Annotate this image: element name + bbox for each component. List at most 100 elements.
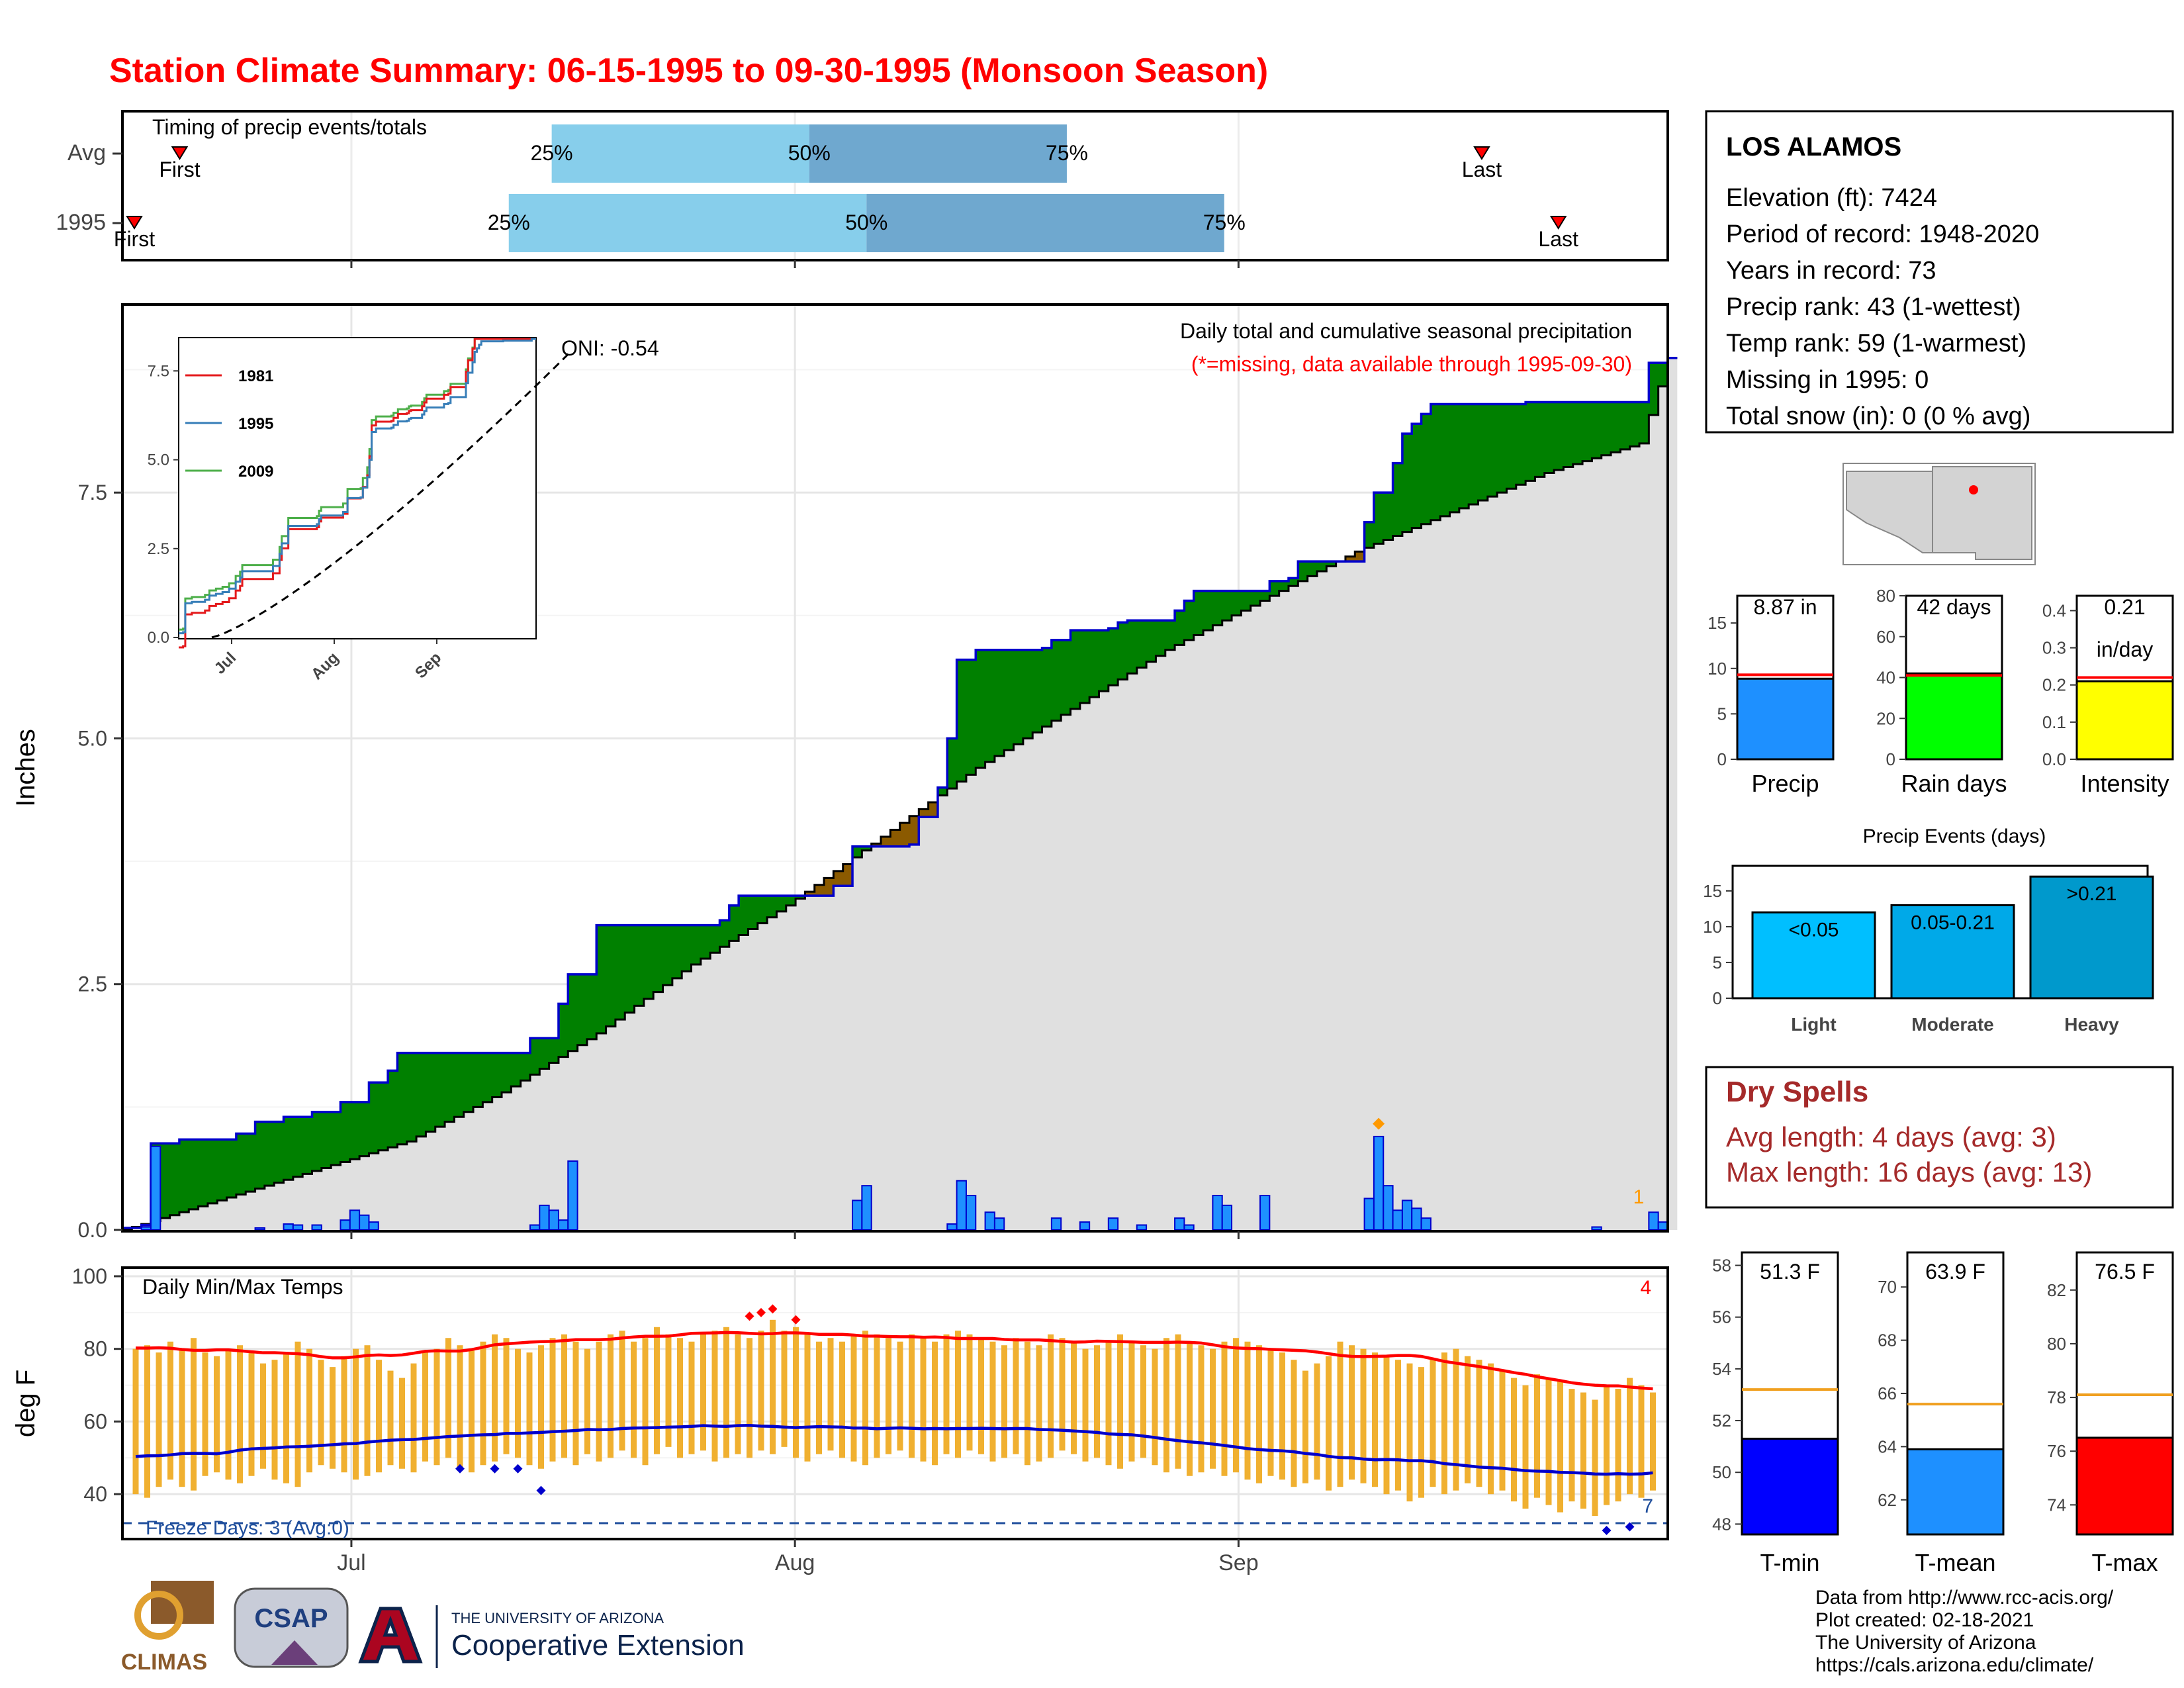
precip-above-avg-fill [1032,649,1043,733]
precip-below-avg-fill [909,816,919,845]
precip-above-avg-fill [406,1053,417,1142]
mini-bar-tick-label: 20 [1876,708,1895,728]
csap-logo-text: CSAP [254,1604,328,1633]
precip-above-avg-fill [1118,622,1128,680]
temp-range-bar [1569,1389,1575,1502]
temp-panel: 40 60 80 100 Jul Aug Sep Daily Min/Max Temps 4… [11,1264,1669,1575]
location-map [1843,463,2036,565]
daily-precip-bar [1392,1209,1403,1231]
temp-range-bar [1221,1341,1228,1476]
precip-axis: 0.0 2.5 5.0 7.5 [78,481,1240,1242]
precip-above-avg-fill [568,974,578,1051]
daily-precip-bar [1373,1135,1385,1231]
temp-range-bar [353,1348,359,1480]
precip-below-avg-fill [833,870,844,886]
timing-row-avg: Avg [68,140,106,165]
precip-above-avg-fill [1582,402,1592,461]
temp-panel-frame [121,1266,1669,1540]
temp-range-bar [1372,1352,1378,1487]
inset-line-1995 [179,338,536,635]
inset-lines [179,338,570,649]
precip-above-avg-fill [1269,581,1280,596]
precip-above-avg-fill [1042,647,1052,727]
daily-precip-bar [993,1217,1005,1231]
daily-precip-bar [1411,1207,1422,1231]
temp-summary-value-label: 51.3 F [1760,1260,1820,1284]
timing-last-marker [1549,216,1567,230]
temp-range-bar [943,1334,950,1454]
timing-bar-lower [508,194,867,252]
precip-above-avg-fill [331,1111,341,1165]
logos: CLIMAS CSAP THE UNIVERSITY OF ARIZONA Co… [121,1581,745,1675]
temp-range-bar [850,1334,857,1462]
precip-avg-area [122,357,1678,1230]
hot-days-count: 4 [1640,1277,1651,1299]
temp-range-bar [654,1327,660,1454]
temp-range-bar [677,1338,683,1458]
daily-precip-bar [946,1223,958,1231]
temp-range-bar [144,1345,150,1498]
timing-first-marker [171,146,189,160]
precip-above-avg-fill [662,925,673,986]
inset-ytick-label: 2.5 [148,540,169,558]
temp-range-bar [260,1363,266,1469]
precip-above-avg-fill [976,649,986,768]
precip-above-avg-fill [511,1053,522,1087]
csap-logo: CSAP [234,1587,349,1668]
daily-precip-bar [283,1223,294,1231]
temp-range-bar [572,1341,579,1466]
temp-summary-tick-label: 70 [1878,1277,1897,1297]
temp-range-bar [492,1334,498,1462]
temp-range-bar [306,1348,312,1473]
temp-range-bar [364,1345,371,1476]
precip-above-avg-fill [1288,578,1298,586]
precip-above-avg-fill [1326,561,1337,567]
temp-range-bar [909,1334,915,1458]
precip-above-avg-fill [1611,402,1621,453]
temp-range-bar [538,1345,544,1469]
station-info: LOS ALAMOS Elevation (ft): 7424 Period of… [1705,110,2174,434]
precip-above-avg-fill [1658,363,1668,387]
freeze-days-label: Freeze Days: 3 (Avg:0) [146,1517,349,1539]
temp-range-bar [1036,1345,1042,1462]
temp-ylabel: deg F [11,1370,40,1437]
precip-above-avg-fill [1232,590,1242,616]
precip-above-avg-fill [1175,610,1185,645]
temp-summary-tick-label: 58 [1712,1256,1731,1276]
precip-avg-line [122,357,1678,1231]
temp-summary-tick-label: 80 [2047,1334,2066,1354]
temp-range-bar [1604,1385,1610,1505]
csap-logo-cloud [234,1587,349,1668]
precip-above-avg-fill [757,896,768,923]
daily-precip-bar [529,1224,541,1231]
temp-range-bar [1140,1345,1146,1458]
precip-below-avg-fill [805,892,815,896]
daily-precip-bar [311,1224,322,1231]
temp-ytick-label: 80 [83,1337,107,1361]
temp-range-bar [955,1331,961,1458]
temp-range-bar [202,1352,208,1476]
daily-precip-bar [965,1195,977,1231]
temp-range-bar [445,1338,451,1458]
event-bar-name: Heavy [2064,1014,2119,1035]
precip-below-avg-fill [842,864,853,886]
csap-logo-mountain [271,1640,318,1665]
temp-range-bar [596,1341,602,1462]
precip-above-avg-fill [539,1038,550,1069]
inset-legend-label: 1981 [238,367,273,385]
mini-bar-tick-label: 5 [1717,704,1727,724]
mini-bar-value-label: 0.21 [2104,595,2145,619]
precip-below-avg-fill [814,884,825,896]
inset-ytick-label: 5.0 [148,451,169,469]
temp-range-bar [1499,1370,1506,1491]
credit-line-2: Plot created: 02-18-2021 [1815,1609,2034,1631]
temp-range-bar [1291,1360,1297,1487]
precip-below-avg-fill [881,836,891,847]
temp-range-bar [1105,1341,1112,1466]
mini-bar-value-label: 42 days [1917,595,1991,619]
temp-range-bar [1650,1392,1656,1491]
temp-range-bar [1048,1334,1054,1458]
precip-above-avg-fill [1279,581,1289,591]
temp-range-bar [804,1334,811,1462]
daily-precip-bar [1174,1217,1185,1231]
